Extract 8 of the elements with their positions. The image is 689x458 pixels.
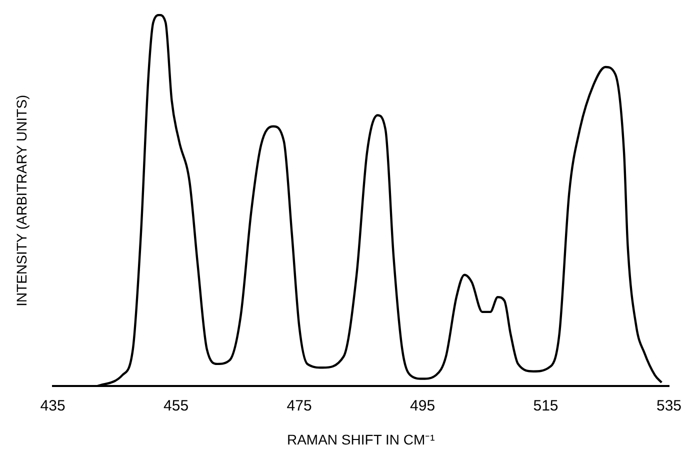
x-tick-label: 515 — [533, 397, 558, 414]
x-tick-label: 475 — [286, 397, 312, 414]
x-tick-label: 535 — [656, 397, 682, 414]
x-tick-label: 455 — [164, 397, 189, 414]
x-tick-label: 435 — [40, 397, 66, 414]
x-tick-label: 495 — [410, 397, 436, 414]
x-axis-title: RAMAN SHIFT IN CM⁻¹ — [286, 431, 436, 448]
y-axis-title: INTENSITY (ARBITRARY UNITS) — [13, 94, 30, 306]
